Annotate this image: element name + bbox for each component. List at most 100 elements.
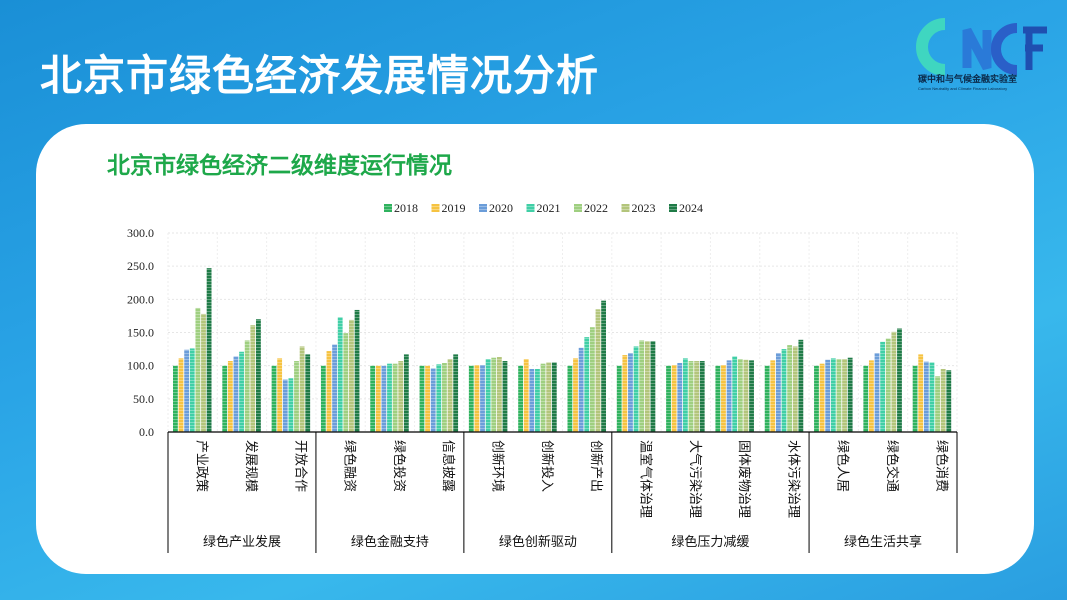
- bar-2024: [650, 341, 656, 432]
- bar-2019: [573, 358, 578, 432]
- y-tick-label: 300.0: [127, 226, 154, 240]
- bar-2022: [294, 361, 299, 432]
- bar-2022: [244, 340, 250, 432]
- group-label: 绿色金融支持: [351, 534, 429, 549]
- bar-2018: [616, 365, 622, 432]
- bar-2020: [480, 365, 485, 432]
- category-label: 固体废物治理: [737, 440, 752, 518]
- bar-2022: [688, 361, 694, 432]
- category-label: 绿色融资: [343, 440, 358, 492]
- bar-2018: [370, 365, 376, 432]
- bar-2021: [288, 378, 294, 432]
- bar-2020: [677, 363, 683, 432]
- bar-2019: [277, 358, 283, 432]
- legend-swatch-2021: [526, 204, 535, 212]
- bar-2019: [474, 365, 480, 432]
- bar-2021: [682, 358, 688, 432]
- bar-2023: [250, 325, 256, 432]
- bar-2021: [189, 348, 195, 432]
- category-label: 温室气体治理: [638, 440, 653, 518]
- legend-label: 2023: [632, 201, 656, 215]
- bar-2024: [206, 268, 212, 432]
- bar-2018: [419, 365, 425, 432]
- bar-2018: [271, 365, 277, 432]
- bar-2019: [523, 359, 529, 432]
- legend-label: 2022: [584, 201, 608, 215]
- bar-2023: [891, 331, 897, 432]
- bar-2023: [201, 313, 206, 432]
- bar-2022: [589, 327, 595, 432]
- bar-2019: [918, 354, 924, 432]
- legend-label: 2020: [489, 201, 513, 215]
- category-label: 产业政策: [195, 440, 210, 492]
- category-label: 创新投入: [540, 440, 555, 492]
- bar-2020: [825, 359, 831, 432]
- bar-2021: [337, 317, 343, 432]
- y-tick-label: 0.0: [139, 425, 154, 439]
- bar-2024: [256, 319, 261, 432]
- bar-2024: [798, 339, 804, 432]
- bar-2024: [403, 354, 409, 432]
- group-label: 绿色产业发展: [203, 534, 281, 549]
- bar-2024: [897, 328, 902, 432]
- bar-2021: [535, 368, 540, 432]
- y-tick-label: 250.0: [127, 259, 154, 273]
- bar-2024: [847, 357, 853, 432]
- bar-2023: [299, 346, 305, 432]
- bar-2024: [749, 360, 754, 432]
- legend-swatch-2022: [574, 204, 582, 212]
- bar-2024: [354, 309, 360, 432]
- bar-2022: [392, 363, 398, 432]
- bar-2023: [496, 357, 502, 432]
- bar-2018: [912, 365, 918, 432]
- bar-2021: [633, 346, 639, 432]
- bar-2022: [885, 338, 891, 432]
- bar-2021: [584, 337, 590, 432]
- category-label: 信息披露: [441, 440, 456, 492]
- bar-2019: [375, 365, 381, 432]
- bar-2020: [184, 349, 190, 432]
- legend-swatch-2018: [384, 204, 392, 212]
- category-label: 水体污染治理: [786, 440, 801, 518]
- bar-2021: [485, 359, 491, 432]
- y-tick-label: 200.0: [127, 292, 154, 306]
- bar-2019: [326, 351, 332, 432]
- category-label: 创新产出: [589, 440, 604, 492]
- bar-2022: [442, 363, 447, 432]
- bar-2019: [178, 358, 184, 432]
- bar-2020: [923, 361, 929, 432]
- legend-label: 2018: [394, 201, 418, 215]
- bar-2021: [830, 358, 836, 432]
- bar-2022: [639, 340, 645, 432]
- bar-2021: [880, 341, 886, 432]
- bar-2018: [567, 365, 573, 432]
- bar-2019: [819, 363, 825, 432]
- bar-2023: [447, 359, 453, 432]
- bar-2023: [546, 362, 552, 432]
- legend-label: 2019: [442, 201, 466, 215]
- category-label: 绿色投资: [392, 440, 407, 492]
- bar-2020: [578, 347, 584, 432]
- logo-english: Carbon Neutrality and Climate Finance La…: [918, 86, 1008, 91]
- bar-2019: [227, 361, 233, 432]
- bar-2023: [743, 359, 749, 432]
- bar-2024: [946, 370, 952, 432]
- bar-2018: [863, 365, 869, 432]
- bar-2020: [282, 379, 288, 432]
- bar-2021: [732, 356, 738, 432]
- bar-2018: [814, 365, 819, 432]
- category-label: 大气污染治理: [688, 440, 703, 518]
- bar-2024: [551, 362, 557, 432]
- category-label: 绿色消费: [934, 440, 949, 492]
- bar-2022: [787, 345, 793, 432]
- bar-2018: [518, 365, 524, 432]
- legend-swatch-2019: [431, 204, 440, 212]
- category-label: 发展规模: [244, 440, 259, 492]
- legend-swatch-2024: [669, 204, 677, 212]
- bar-2020: [332, 344, 337, 432]
- bar-2018: [222, 365, 228, 432]
- bar-2022: [737, 359, 743, 432]
- bar-2022: [836, 359, 842, 432]
- page-title: 北京市绿色经济发展情况分析: [40, 52, 600, 99]
